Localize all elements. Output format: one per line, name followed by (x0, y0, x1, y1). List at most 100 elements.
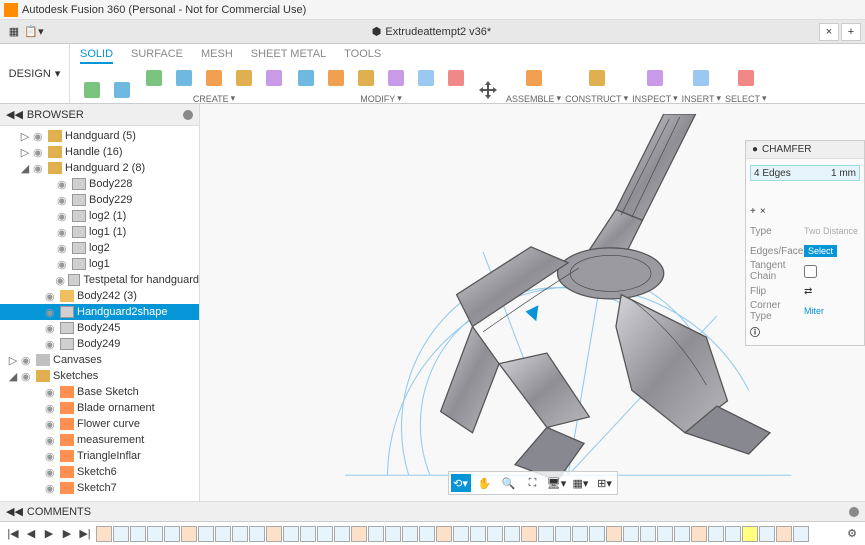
group-label-construct[interactable]: CONSTRUCT▾ (565, 93, 628, 104)
group-label-insert[interactable]: INSERT▾ (682, 93, 721, 104)
timeline-feature[interactable] (198, 526, 214, 542)
timeline-feature[interactable] (232, 526, 248, 542)
comments-settings-icon[interactable] (849, 507, 859, 517)
visibility-icon[interactable]: ◉ (33, 130, 45, 143)
tree-item[interactable]: ◉Body229 (0, 192, 199, 208)
orbit-tool-icon[interactable]: ⟲▾ (451, 474, 471, 492)
tree-item[interactable]: ◉Blade ornament (0, 400, 199, 416)
timeline-feature[interactable] (351, 526, 367, 542)
expand-icon[interactable]: ◢ (20, 162, 30, 175)
zoom-tool-icon[interactable]: 🔍 (499, 474, 519, 492)
group-label-assemble[interactable]: ASSEMBLE▾ (506, 93, 561, 104)
timeline-feature[interactable] (606, 526, 622, 542)
visibility-icon[interactable]: ◉ (33, 162, 45, 175)
visibility-icon[interactable]: ◉ (55, 274, 65, 287)
pan-tool-icon[interactable]: ✋ (475, 474, 495, 492)
insert-tool-0-icon[interactable] (687, 64, 715, 92)
workspace-switcher[interactable]: DESIGN ▾ (0, 44, 70, 103)
tree-item[interactable]: ◉log1 (1) (0, 224, 199, 240)
tree-item[interactable]: ◉Sketch6 (0, 464, 199, 480)
create-tool-4-icon[interactable] (260, 64, 288, 92)
flip-icon[interactable]: ⇄ (804, 286, 812, 297)
group-label-select[interactable]: SELECT▾ (725, 93, 767, 104)
tree-item[interactable]: ◉Base Sketch (0, 384, 199, 400)
create-tool-2-icon[interactable] (200, 64, 228, 92)
timeline-feature[interactable] (725, 526, 741, 542)
timeline-start-icon[interactable]: |◀ (6, 527, 20, 541)
timeline-feature[interactable] (402, 526, 418, 542)
visibility-icon[interactable]: ◉ (45, 338, 57, 351)
tree-item[interactable]: ◉log1 (0, 256, 199, 272)
timeline-feature[interactable] (657, 526, 673, 542)
select-tool-0-icon[interactable] (732, 64, 760, 92)
viewport-layout-icon[interactable]: ⊞▾ (595, 474, 615, 492)
fit-tool-icon[interactable]: ⛶ (523, 474, 543, 492)
browser-settings-icon[interactable] (183, 110, 193, 120)
timeline-feature[interactable] (793, 526, 809, 542)
modify-tool-2-icon[interactable] (352, 64, 380, 92)
inspect-tool-0-icon[interactable] (641, 64, 669, 92)
timeline-feature[interactable] (691, 526, 707, 542)
timeline-feature[interactable] (538, 526, 554, 542)
tangent-checkbox[interactable] (804, 265, 817, 278)
timeline-feature[interactable] (623, 526, 639, 542)
expand-icon[interactable]: ▷ (20, 146, 30, 159)
grid-settings-icon[interactable]: ▦▾ (571, 474, 591, 492)
assemble-tool-0-icon[interactable] (520, 64, 548, 92)
tree-item[interactable]: ◢◉Handguard 2 (8) (0, 160, 199, 176)
display-settings-icon[interactable]: 🖥▾ (547, 474, 567, 492)
visibility-icon[interactable]: ◉ (57, 242, 69, 255)
timeline-feature[interactable] (113, 526, 129, 542)
visibility-icon[interactable]: ◉ (45, 434, 57, 447)
close-tab-icon[interactable]: × (819, 23, 839, 41)
collapse-arrow-icon[interactable]: ◀◀ (6, 108, 23, 121)
comments-bar[interactable]: ◀◀ COMMENTS (0, 501, 865, 521)
group-label-create[interactable]: CREATE▾ (193, 93, 235, 104)
file-menu-icon[interactable]: 📋▾ (24, 24, 44, 40)
tree-item[interactable]: ◉measurement (0, 432, 199, 448)
modify-tool-1-icon[interactable] (322, 64, 350, 92)
create-tool-3-icon[interactable] (230, 64, 258, 92)
group-label-modify[interactable]: MODIFY▾ (360, 93, 402, 104)
create-tool-0-icon[interactable] (140, 64, 168, 92)
timeline-feature[interactable] (453, 526, 469, 542)
tree-item[interactable]: ▷◉Canvases (0, 352, 199, 368)
timeline-feature[interactable] (640, 526, 656, 542)
timeline-feature[interactable] (674, 526, 690, 542)
timeline-feature[interactable] (249, 526, 265, 542)
visibility-icon[interactable]: ◉ (57, 258, 69, 271)
timeline-feature[interactable] (759, 526, 775, 542)
tab-sheet metal[interactable]: SHEET METAL (251, 46, 326, 64)
modify-tool-4-icon[interactable] (412, 64, 440, 92)
edges-input[interactable]: 4 Edges 1 mm (750, 165, 860, 181)
visibility-icon[interactable]: ◉ (45, 466, 57, 479)
tree-item[interactable]: ◉Sketch7 (0, 480, 199, 496)
timeline-feature[interactable] (317, 526, 333, 542)
timeline-feature[interactable] (555, 526, 571, 542)
timeline-feature[interactable] (164, 526, 180, 542)
construct-tool-0-icon[interactable] (583, 64, 611, 92)
panel-header[interactable]: ● CHAMFER (746, 141, 864, 159)
remove-row-icon[interactable]: × (760, 206, 766, 217)
timeline-feature[interactable] (419, 526, 435, 542)
visibility-icon[interactable]: ◉ (45, 450, 57, 463)
corner-value[interactable]: Miter (804, 306, 824, 316)
expand-icon[interactable]: ◢ (8, 370, 18, 383)
timeline-feature[interactable] (572, 526, 588, 542)
tree-item[interactable]: ◉log2 (1) (0, 208, 199, 224)
timeline-next-icon[interactable]: ▶ (60, 527, 74, 541)
move-tool-icon[interactable] (474, 76, 502, 104)
timeline-play-icon[interactable]: ▶ (42, 527, 56, 541)
new-tab-icon[interactable]: + (841, 23, 861, 41)
timeline-feature[interactable] (470, 526, 486, 542)
timeline-feature[interactable] (589, 526, 605, 542)
visibility-icon[interactable]: ◉ (45, 306, 57, 319)
timeline-feature[interactable] (130, 526, 146, 542)
expand-icon[interactable]: ▷ (20, 130, 30, 143)
visibility-icon[interactable]: ◉ (45, 418, 57, 431)
timeline-end-icon[interactable]: ▶| (78, 527, 92, 541)
tree-item[interactable]: ◉Body242 (3) (0, 288, 199, 304)
tree-item[interactable]: ◉log2 (0, 240, 199, 256)
sketch-edit-icon[interactable] (108, 76, 136, 104)
expand-icon[interactable]: ▷ (8, 354, 18, 367)
